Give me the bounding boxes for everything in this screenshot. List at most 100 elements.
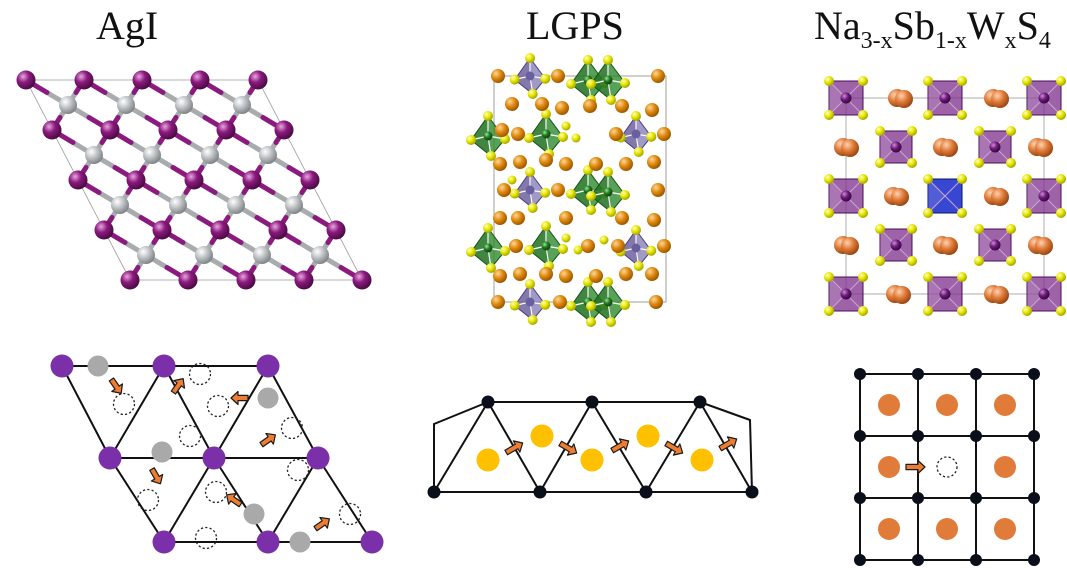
sulfur-atom bbox=[620, 78, 630, 88]
silver-atom bbox=[253, 246, 271, 264]
iodine-atom bbox=[216, 120, 236, 140]
sulfur-atom bbox=[571, 133, 581, 143]
sulfur-atom bbox=[858, 110, 868, 120]
na-title-sub: 1-x bbox=[934, 28, 967, 54]
iodine-atom bbox=[16, 70, 36, 90]
sulfur-atom bbox=[646, 131, 657, 142]
tetrahedron-face bbox=[514, 172, 533, 208]
sulfur-atom bbox=[974, 126, 984, 136]
lithium-atom bbox=[645, 103, 659, 117]
sulfur-atom bbox=[858, 208, 868, 218]
tetrahedron-face bbox=[620, 116, 639, 152]
sulfur-atom bbox=[1006, 126, 1016, 136]
lithium-atom bbox=[611, 239, 625, 253]
orange-arrow-icon bbox=[718, 436, 738, 452]
silver-atom bbox=[117, 96, 135, 114]
lithium-atom bbox=[589, 269, 603, 283]
dashed-circle-icon bbox=[178, 424, 202, 448]
iodine-atom bbox=[94, 220, 114, 240]
iodine-atom bbox=[300, 170, 320, 190]
na-title-part: Na bbox=[814, 3, 861, 48]
iodine-atom bbox=[352, 270, 372, 290]
sulfur-atom bbox=[1056, 306, 1066, 316]
dashed-circle-icon bbox=[286, 458, 310, 482]
silver-atom bbox=[195, 246, 213, 264]
iodine-atom bbox=[248, 70, 268, 90]
lattice-node bbox=[585, 395, 599, 409]
lgps-schematic bbox=[427, 395, 759, 499]
sodium-atom bbox=[940, 237, 958, 255]
sodium-ion bbox=[878, 394, 900, 416]
na-title-part: S bbox=[1016, 3, 1039, 48]
sulfur-atom bbox=[483, 111, 493, 121]
sulfur-atom bbox=[974, 158, 984, 168]
dashed-circle-icon bbox=[936, 456, 958, 478]
sulfur-atom bbox=[586, 79, 596, 89]
center-atom bbox=[483, 243, 493, 253]
orange-arrow-icon bbox=[170, 378, 186, 395]
sulfur-atom bbox=[509, 300, 520, 311]
lithium-atom bbox=[493, 211, 507, 225]
sulfur-atom bbox=[875, 126, 885, 136]
sulfur-atom bbox=[524, 133, 534, 143]
sulfur-atom bbox=[957, 272, 967, 282]
lithium-atom bbox=[553, 295, 567, 309]
center-atom bbox=[631, 243, 641, 253]
sulfur-atom bbox=[525, 53, 535, 63]
lithium-atom bbox=[651, 183, 665, 197]
dashed-circle-icon bbox=[112, 392, 136, 416]
migrating-ion bbox=[257, 387, 279, 409]
lithium-atom bbox=[491, 69, 505, 83]
antimony-atom bbox=[840, 190, 852, 202]
sodium-ion bbox=[936, 518, 958, 540]
sulfur-atom bbox=[525, 279, 535, 289]
lattice-edge bbox=[163, 365, 215, 459]
orange-arrow-icon bbox=[905, 459, 926, 475]
sulfur-atom bbox=[606, 95, 616, 105]
lattice-node bbox=[854, 492, 866, 504]
sulfur-atom bbox=[583, 55, 593, 65]
lithium-atom bbox=[555, 101, 569, 115]
antimony-atom bbox=[1038, 288, 1050, 300]
lattice-node bbox=[970, 492, 982, 504]
center-atom bbox=[525, 71, 535, 81]
sulfur-atom bbox=[1022, 174, 1032, 184]
sulfur-atom bbox=[858, 306, 868, 316]
tetrahedron-face bbox=[471, 116, 491, 156]
sodium-ion bbox=[994, 518, 1016, 540]
sulfur-atom bbox=[586, 191, 596, 201]
sulfur-atom bbox=[603, 277, 613, 287]
sodium-ion bbox=[994, 394, 1016, 416]
orange-arrow-icon bbox=[664, 440, 684, 456]
silver-atom bbox=[137, 246, 155, 264]
sulfur-atom bbox=[957, 174, 967, 184]
sulfur-atom bbox=[566, 189, 576, 199]
lithium-atom bbox=[511, 211, 525, 225]
tetrahedron-face bbox=[620, 230, 639, 266]
arrow-shape bbox=[664, 440, 684, 456]
lithium-atom bbox=[497, 183, 511, 197]
lithium-atom bbox=[495, 123, 509, 137]
lattice-node bbox=[854, 430, 866, 442]
sulfur-atom bbox=[507, 175, 517, 185]
polyhedron-face bbox=[928, 179, 945, 213]
lattice-edge bbox=[699, 401, 751, 421]
sulfur-atom bbox=[875, 224, 885, 234]
antimony-atom bbox=[1038, 92, 1050, 104]
antimony-atom bbox=[890, 239, 902, 251]
lithium-atom bbox=[551, 69, 565, 83]
lithium-atom bbox=[509, 239, 523, 253]
iodine-atom bbox=[178, 270, 198, 290]
sulfur-atom bbox=[875, 158, 885, 168]
lithium-atom bbox=[657, 239, 671, 253]
sulfur-atom bbox=[599, 235, 609, 245]
lithium-atom bbox=[535, 97, 549, 111]
iodine-atom bbox=[100, 120, 120, 140]
arrow-shape bbox=[230, 390, 249, 406]
iodine-atom bbox=[326, 220, 346, 240]
iodine-atom bbox=[126, 170, 146, 190]
iodine-atom bbox=[294, 270, 314, 290]
silver-atom bbox=[233, 96, 251, 114]
framework-ion bbox=[50, 354, 74, 378]
arrow-shape bbox=[313, 516, 330, 532]
